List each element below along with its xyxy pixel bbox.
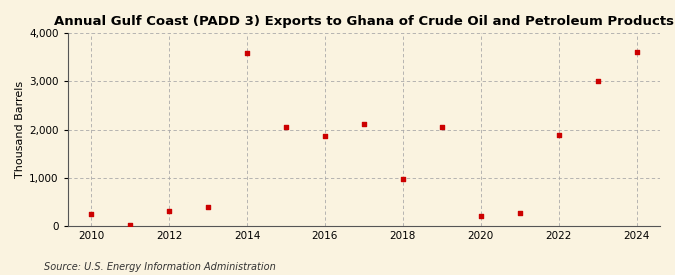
Point [358, 122, 369, 127]
Point [319, 134, 330, 138]
Point [163, 209, 174, 213]
Point [475, 214, 486, 218]
Point [242, 50, 252, 55]
Point [592, 78, 603, 83]
Title: Annual Gulf Coast (PADD 3) Exports to Ghana of Crude Oil and Petroleum Products: Annual Gulf Coast (PADD 3) Exports to Gh… [54, 15, 674, 28]
Y-axis label: Thousand Barrels: Thousand Barrels [15, 81, 25, 178]
Point [398, 177, 408, 181]
Text: Source: U.S. Energy Information Administration: Source: U.S. Energy Information Administ… [44, 262, 275, 272]
Point [436, 125, 447, 130]
Point [202, 205, 213, 209]
Point [281, 125, 292, 130]
Point [514, 211, 525, 215]
Point [86, 211, 97, 216]
Point [631, 50, 642, 54]
Point [125, 223, 136, 227]
Point [554, 133, 564, 137]
